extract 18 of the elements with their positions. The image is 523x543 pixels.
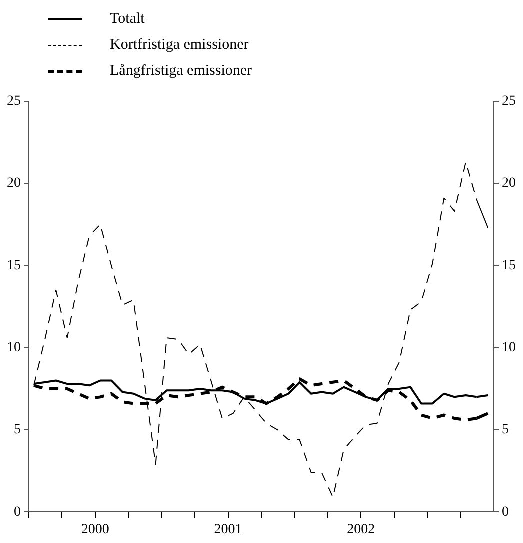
y2-tick-label: 10 [502, 340, 516, 356]
y-tick-label: 25 [7, 94, 21, 110]
legend-label: Totalt [110, 10, 145, 28]
y2-tick-label: 15 [502, 258, 516, 274]
y2-tick-label: 20 [502, 176, 516, 192]
y-tick-label: 5 [14, 422, 21, 438]
x-tick-label: 2000 [81, 522, 110, 538]
y2-tick-label: 0 [502, 504, 509, 520]
legend-label: Långfristiga emissioner [110, 62, 252, 80]
y-tick-label: 15 [7, 258, 21, 274]
x-tick-label: 2001 [214, 522, 242, 538]
x-tick-label: 2002 [347, 522, 376, 538]
y-tick-label: 20 [7, 176, 21, 192]
y-tick-label: 0 [14, 504, 21, 520]
y2-tick-label: 25 [502, 94, 516, 110]
y-tick-label: 10 [7, 340, 21, 356]
y2-tick-label: 5 [502, 422, 509, 438]
legend-label: Kortfristiga emissioner [110, 36, 249, 54]
